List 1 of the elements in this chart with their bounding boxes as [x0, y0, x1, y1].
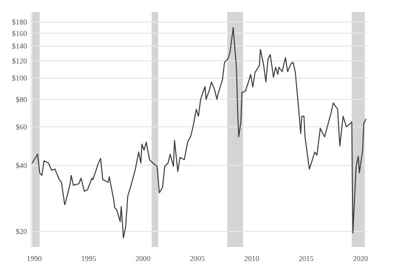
- line-series: [32, 26, 366, 238]
